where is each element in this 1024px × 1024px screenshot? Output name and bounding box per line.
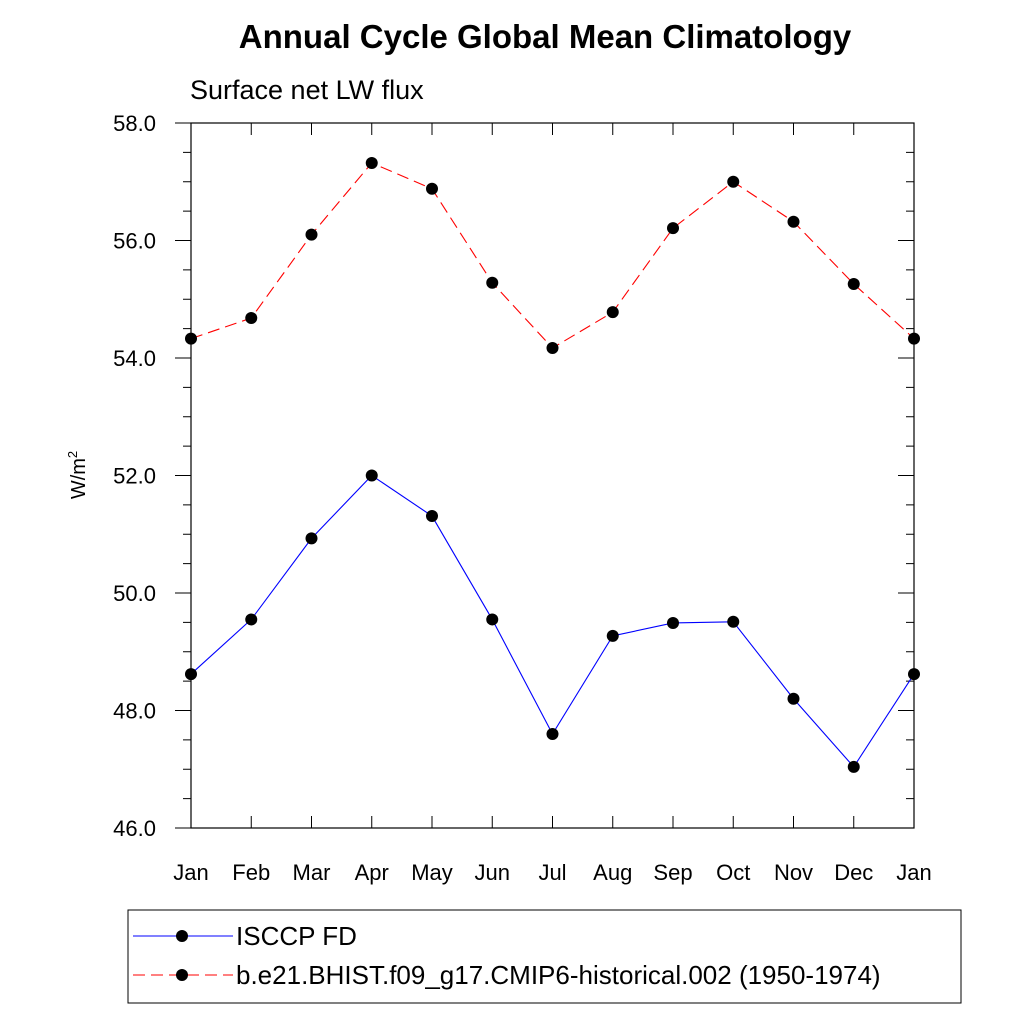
y-tick-label: 52.0 — [113, 464, 156, 489]
series-2-point — [426, 182, 438, 195]
x-tick-label: Mar — [293, 860, 331, 885]
y-tick-label: 58.0 — [113, 111, 156, 136]
y-tick-label: 54.0 — [113, 346, 156, 371]
series-2-point — [727, 175, 740, 188]
plot-frame — [190, 122, 915, 829]
series-2-point — [245, 312, 258, 325]
series-line-2 — [190, 162, 915, 349]
y-axis-label-text: W/m — [68, 458, 90, 499]
legend-marker-2 — [176, 969, 188, 981]
y-axis-label-superscript: 2 — [65, 451, 80, 458]
series-2-point — [908, 332, 920, 345]
series-2-point — [185, 332, 197, 345]
legend-box — [127, 909, 962, 1004]
legend: ISCCP FD b.e21.BHIST.f09_g17.CMIP6-histor… — [133, 921, 881, 990]
chart-subtitle: Surface net LW flux — [190, 75, 424, 105]
ticks-layer: Jan Feb Mar Apr May Jun Jul Aug Sep Oct Nov Dec Jan 4… — [113, 111, 932, 885]
series-1-point — [365, 469, 378, 482]
x-tick-label: Feb — [232, 860, 270, 885]
series-2-point — [847, 277, 860, 290]
x-tick-label: Jan — [173, 860, 208, 885]
series-2-point — [787, 215, 800, 228]
series-1-point — [727, 615, 740, 628]
series-2-point — [486, 276, 499, 289]
x-tick-label: Jan — [896, 860, 931, 885]
series-layer — [185, 156, 920, 773]
series-1-point — [245, 613, 258, 626]
y-tick-label: 46.0 — [113, 816, 156, 841]
series-line-1 — [190, 474, 915, 768]
x-tick-label: Apr — [355, 860, 389, 885]
series-1-point — [667, 616, 679, 629]
series-1-point — [185, 668, 197, 681]
y-tick-label: 48.0 — [113, 699, 156, 724]
series-1-point — [546, 728, 559, 740]
series-1-point — [847, 760, 860, 773]
x-tick-label: May — [411, 860, 453, 885]
legend-marker-1 — [176, 930, 188, 942]
series-2-point — [667, 222, 679, 235]
x-tick-label: Sep — [653, 860, 692, 885]
series-1-point — [426, 510, 438, 523]
legend-label-2: b.e21.BHIST.f09_g17.CMIP6-historical.002… — [236, 960, 881, 990]
legend-label-1: ISCCP FD — [236, 921, 357, 951]
series-2-point — [365, 156, 378, 169]
series-2-point — [606, 306, 619, 319]
series-1-point — [486, 613, 499, 626]
y-tick-label: 50.0 — [113, 581, 156, 606]
chart-title: Annual Cycle Global Mean Climatology — [239, 18, 852, 55]
series-1-point — [305, 532, 318, 545]
y-axis-label: W/m2 — [65, 451, 90, 499]
series-1-point — [787, 692, 800, 705]
x-tick-label: Dec — [834, 860, 873, 885]
series-1-point — [606, 629, 619, 642]
series-2-point — [546, 342, 559, 355]
x-tick-label: Jul — [538, 860, 566, 885]
x-tick-label: Oct — [716, 860, 750, 885]
series-1-point — [908, 668, 920, 681]
series-2-point — [305, 228, 318, 241]
y-tick-label: 56.0 — [113, 229, 156, 254]
x-tick-label: Aug — [593, 860, 632, 885]
x-tick-label: Nov — [774, 860, 813, 885]
x-tick-label: Jun — [475, 860, 510, 885]
